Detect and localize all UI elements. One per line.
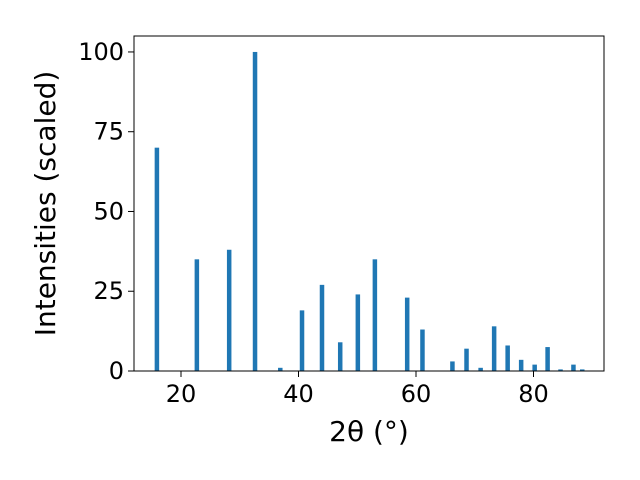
bar: [194, 259, 200, 371]
y-tick-label: 75: [93, 118, 124, 146]
bar: [299, 310, 305, 371]
bar: [252, 51, 258, 371]
bar: [372, 259, 378, 371]
bar: [404, 297, 410, 371]
bar: [226, 249, 232, 371]
bar: [450, 361, 455, 371]
bar: [278, 367, 283, 371]
plot-frame: [133, 35, 605, 372]
x-tick-label: 20: [166, 380, 197, 408]
y-tick-label: 50: [93, 197, 124, 225]
y-tick-label: 0: [109, 357, 124, 385]
y-tick-label: 25: [93, 277, 124, 305]
bar: [532, 364, 537, 371]
x-tick-label: 40: [283, 380, 314, 408]
bar: [337, 342, 343, 371]
bar: [580, 369, 585, 371]
bar: [571, 364, 576, 371]
x-axis-ticks: 20 40 60 80: [166, 371, 549, 408]
bar: [420, 329, 425, 371]
bar: [505, 345, 510, 371]
bar: [545, 347, 550, 371]
y-axis-ticks: 0 25 50 75 100: [78, 38, 134, 385]
bar: [464, 348, 469, 371]
bar: [355, 294, 361, 371]
bar: [491, 326, 497, 371]
x-tick-label: 60: [401, 380, 432, 408]
bar: [154, 147, 160, 371]
x-axis-label: 2θ (°): [329, 415, 409, 448]
y-tick-label: 100: [78, 38, 124, 66]
y-axis-label: Intensities (scaled): [29, 71, 62, 337]
bar: [319, 284, 325, 371]
bar: [518, 359, 524, 371]
bars-group: [154, 51, 585, 371]
bar: [558, 369, 563, 371]
bar: [478, 367, 483, 371]
x-tick-label: 80: [518, 380, 549, 408]
